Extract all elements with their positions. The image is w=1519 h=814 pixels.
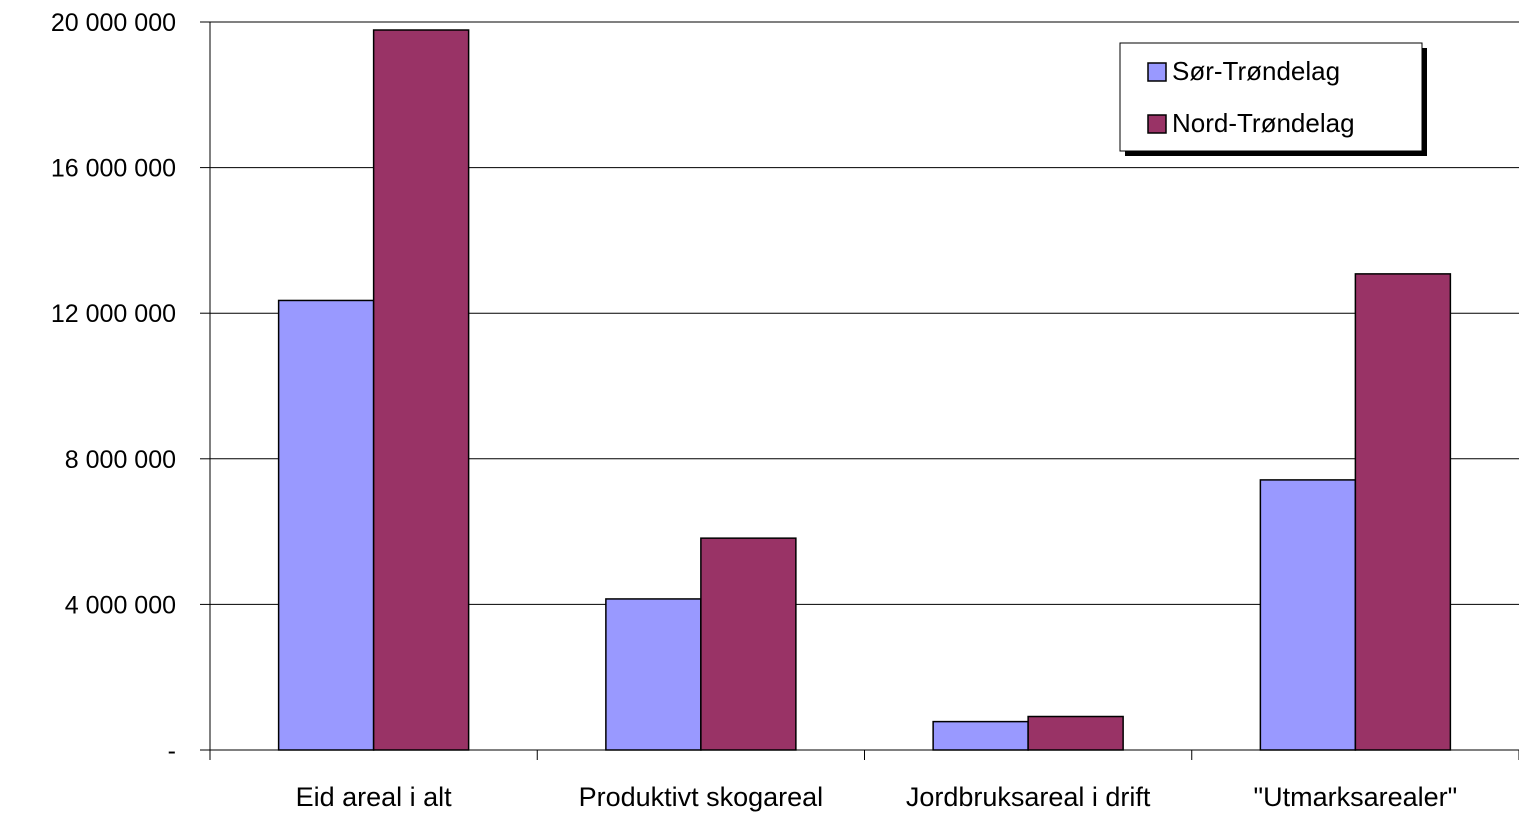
category-label: Eid areal i alt <box>296 782 453 812</box>
legend-swatch <box>1147 114 1167 134</box>
bar-nord-trondelag <box>1027 715 1124 751</box>
y-tick-labels: - 4 000 000 8 000 000 12 000 000 16 000 000 2… <box>51 9 176 765</box>
axes <box>200 21 1519 760</box>
y-tick-label: 4 000 000 <box>65 591 176 619</box>
y-tick-label: - <box>168 737 176 765</box>
bar-sor-trondelag <box>932 720 1029 751</box>
bar-sor-trondelag <box>277 299 375 751</box>
category-label: Jordbruksareal i drift <box>906 782 1151 812</box>
legend: Sør-Trøndelag Nord-Trøndelag <box>1119 42 1427 156</box>
legend-box <box>1119 42 1423 152</box>
y-tick-label: 16 000 000 <box>51 155 176 183</box>
bars <box>277 29 1452 751</box>
y-tick-label: 20 000 000 <box>51 9 176 37</box>
legend-label: Nord-Trøndelag <box>1172 108 1355 138</box>
y-tick-label: 8 000 000 <box>65 446 176 474</box>
bar-nord-trondelag <box>1354 273 1452 751</box>
bar-sor-trondelag <box>605 598 702 751</box>
bar-nord-trondelag <box>372 29 470 751</box>
category-label: "Utmarksarealer" <box>1254 782 1458 812</box>
bar-sor-trondelag <box>1259 479 1357 751</box>
bar-nord-trondelag <box>700 537 797 751</box>
y-tick-label: 12 000 000 <box>51 300 176 328</box>
category-label: Produktivt skogareal <box>579 782 824 812</box>
legend-swatch <box>1147 62 1167 82</box>
legend-label: Sør-Trøndelag <box>1172 56 1340 86</box>
category-labels: Eid areal i alt Produktivt skogareal Jordb… <box>296 782 1458 812</box>
